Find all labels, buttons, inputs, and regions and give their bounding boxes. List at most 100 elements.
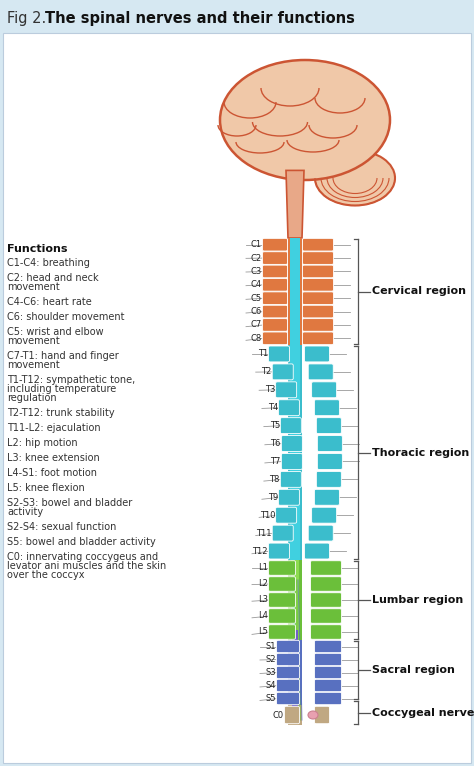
Text: C2: head and neck: C2: head and neck (7, 273, 99, 283)
FancyBboxPatch shape (268, 625, 295, 640)
Text: L3: knee extension: L3: knee extension (7, 453, 100, 463)
Text: L4-S1: foot motion: L4-S1: foot motion (7, 468, 97, 478)
Text: S2-S4: sexual function: S2-S4: sexual function (7, 522, 117, 532)
FancyBboxPatch shape (308, 364, 333, 380)
FancyBboxPatch shape (302, 265, 334, 278)
FancyBboxPatch shape (310, 609, 341, 624)
FancyBboxPatch shape (263, 332, 288, 345)
Text: T2: T2 (262, 368, 272, 376)
FancyBboxPatch shape (288, 238, 302, 345)
FancyBboxPatch shape (276, 640, 300, 653)
Text: C6: C6 (251, 307, 262, 316)
Text: T1-T12: sympathetic tone,: T1-T12: sympathetic tone, (7, 375, 135, 385)
Text: L5: knee flexion: L5: knee flexion (7, 483, 85, 493)
FancyBboxPatch shape (276, 653, 300, 666)
FancyBboxPatch shape (268, 543, 290, 559)
Text: T10: T10 (260, 511, 275, 519)
Text: Fig 2.: Fig 2. (7, 11, 51, 27)
FancyBboxPatch shape (288, 560, 302, 640)
Text: including temperature: including temperature (7, 384, 116, 394)
FancyBboxPatch shape (291, 560, 299, 655)
FancyBboxPatch shape (284, 706, 300, 724)
FancyBboxPatch shape (315, 653, 341, 666)
FancyBboxPatch shape (311, 381, 337, 398)
Ellipse shape (308, 711, 318, 719)
Text: C1-C4: breathing: C1-C4: breathing (7, 258, 90, 268)
FancyBboxPatch shape (311, 507, 337, 523)
FancyBboxPatch shape (302, 319, 334, 331)
Text: S2: S2 (265, 655, 276, 664)
FancyBboxPatch shape (292, 630, 298, 710)
Text: S3: S3 (265, 668, 276, 677)
Text: T7: T7 (271, 457, 281, 466)
Text: C4: C4 (251, 280, 262, 290)
Text: Functions: Functions (7, 244, 67, 254)
Text: Thoracic region: Thoracic region (372, 447, 469, 457)
FancyBboxPatch shape (276, 381, 297, 398)
FancyBboxPatch shape (310, 625, 341, 640)
FancyBboxPatch shape (272, 525, 293, 541)
Text: T6: T6 (271, 439, 281, 448)
Text: C6: shoulder movement: C6: shoulder movement (7, 312, 125, 322)
Text: C3: C3 (251, 267, 262, 276)
FancyBboxPatch shape (308, 525, 333, 541)
Text: T9: T9 (268, 493, 278, 502)
Text: L3: L3 (258, 595, 268, 604)
Text: S5: bowel and bladder activity: S5: bowel and bladder activity (7, 537, 156, 547)
Polygon shape (286, 170, 304, 238)
Text: L1: L1 (258, 564, 268, 572)
Text: Lumbar region: Lumbar region (372, 595, 463, 605)
FancyBboxPatch shape (280, 417, 301, 434)
Text: Sacral region: Sacral region (372, 665, 455, 675)
Text: Cervical region: Cervical region (372, 286, 466, 296)
FancyBboxPatch shape (263, 238, 288, 251)
FancyBboxPatch shape (318, 453, 342, 470)
FancyBboxPatch shape (263, 279, 288, 291)
FancyBboxPatch shape (302, 279, 334, 291)
Text: T4: T4 (268, 403, 278, 412)
Ellipse shape (220, 60, 390, 180)
Text: L2: hip motion: L2: hip motion (7, 438, 78, 448)
Text: T11: T11 (256, 529, 272, 538)
FancyBboxPatch shape (314, 489, 339, 506)
Text: C7-T1: hand and finger: C7-T1: hand and finger (7, 351, 119, 361)
Text: The spinal nerves and their functions: The spinal nerves and their functions (45, 11, 355, 27)
Text: movement: movement (7, 336, 60, 346)
FancyBboxPatch shape (263, 252, 288, 264)
Text: T1: T1 (258, 349, 268, 358)
FancyBboxPatch shape (263, 292, 288, 305)
FancyBboxPatch shape (268, 593, 295, 607)
FancyBboxPatch shape (288, 345, 302, 560)
Text: C1: C1 (251, 241, 262, 249)
FancyBboxPatch shape (304, 346, 329, 362)
Text: movement: movement (7, 360, 60, 370)
FancyBboxPatch shape (282, 436, 302, 451)
Text: T8: T8 (270, 475, 280, 484)
FancyBboxPatch shape (268, 609, 295, 624)
FancyBboxPatch shape (290, 238, 300, 560)
FancyBboxPatch shape (276, 507, 297, 523)
FancyBboxPatch shape (272, 364, 293, 380)
Text: S1: S1 (265, 642, 276, 651)
FancyBboxPatch shape (310, 593, 341, 607)
FancyBboxPatch shape (315, 666, 341, 679)
Text: S5: S5 (265, 694, 276, 703)
FancyBboxPatch shape (315, 679, 341, 692)
Text: T5: T5 (270, 421, 280, 430)
FancyBboxPatch shape (288, 640, 302, 705)
Text: L2: L2 (258, 580, 268, 588)
FancyBboxPatch shape (3, 33, 471, 763)
Text: movement: movement (7, 282, 60, 292)
Text: C2: C2 (251, 254, 262, 263)
FancyBboxPatch shape (268, 577, 295, 591)
FancyBboxPatch shape (278, 400, 300, 416)
FancyBboxPatch shape (268, 561, 295, 575)
FancyBboxPatch shape (302, 252, 334, 264)
FancyBboxPatch shape (315, 706, 329, 724)
FancyBboxPatch shape (302, 292, 334, 305)
FancyBboxPatch shape (316, 471, 341, 487)
FancyBboxPatch shape (288, 705, 302, 725)
FancyBboxPatch shape (314, 400, 339, 416)
FancyBboxPatch shape (282, 453, 302, 470)
FancyBboxPatch shape (276, 666, 300, 679)
